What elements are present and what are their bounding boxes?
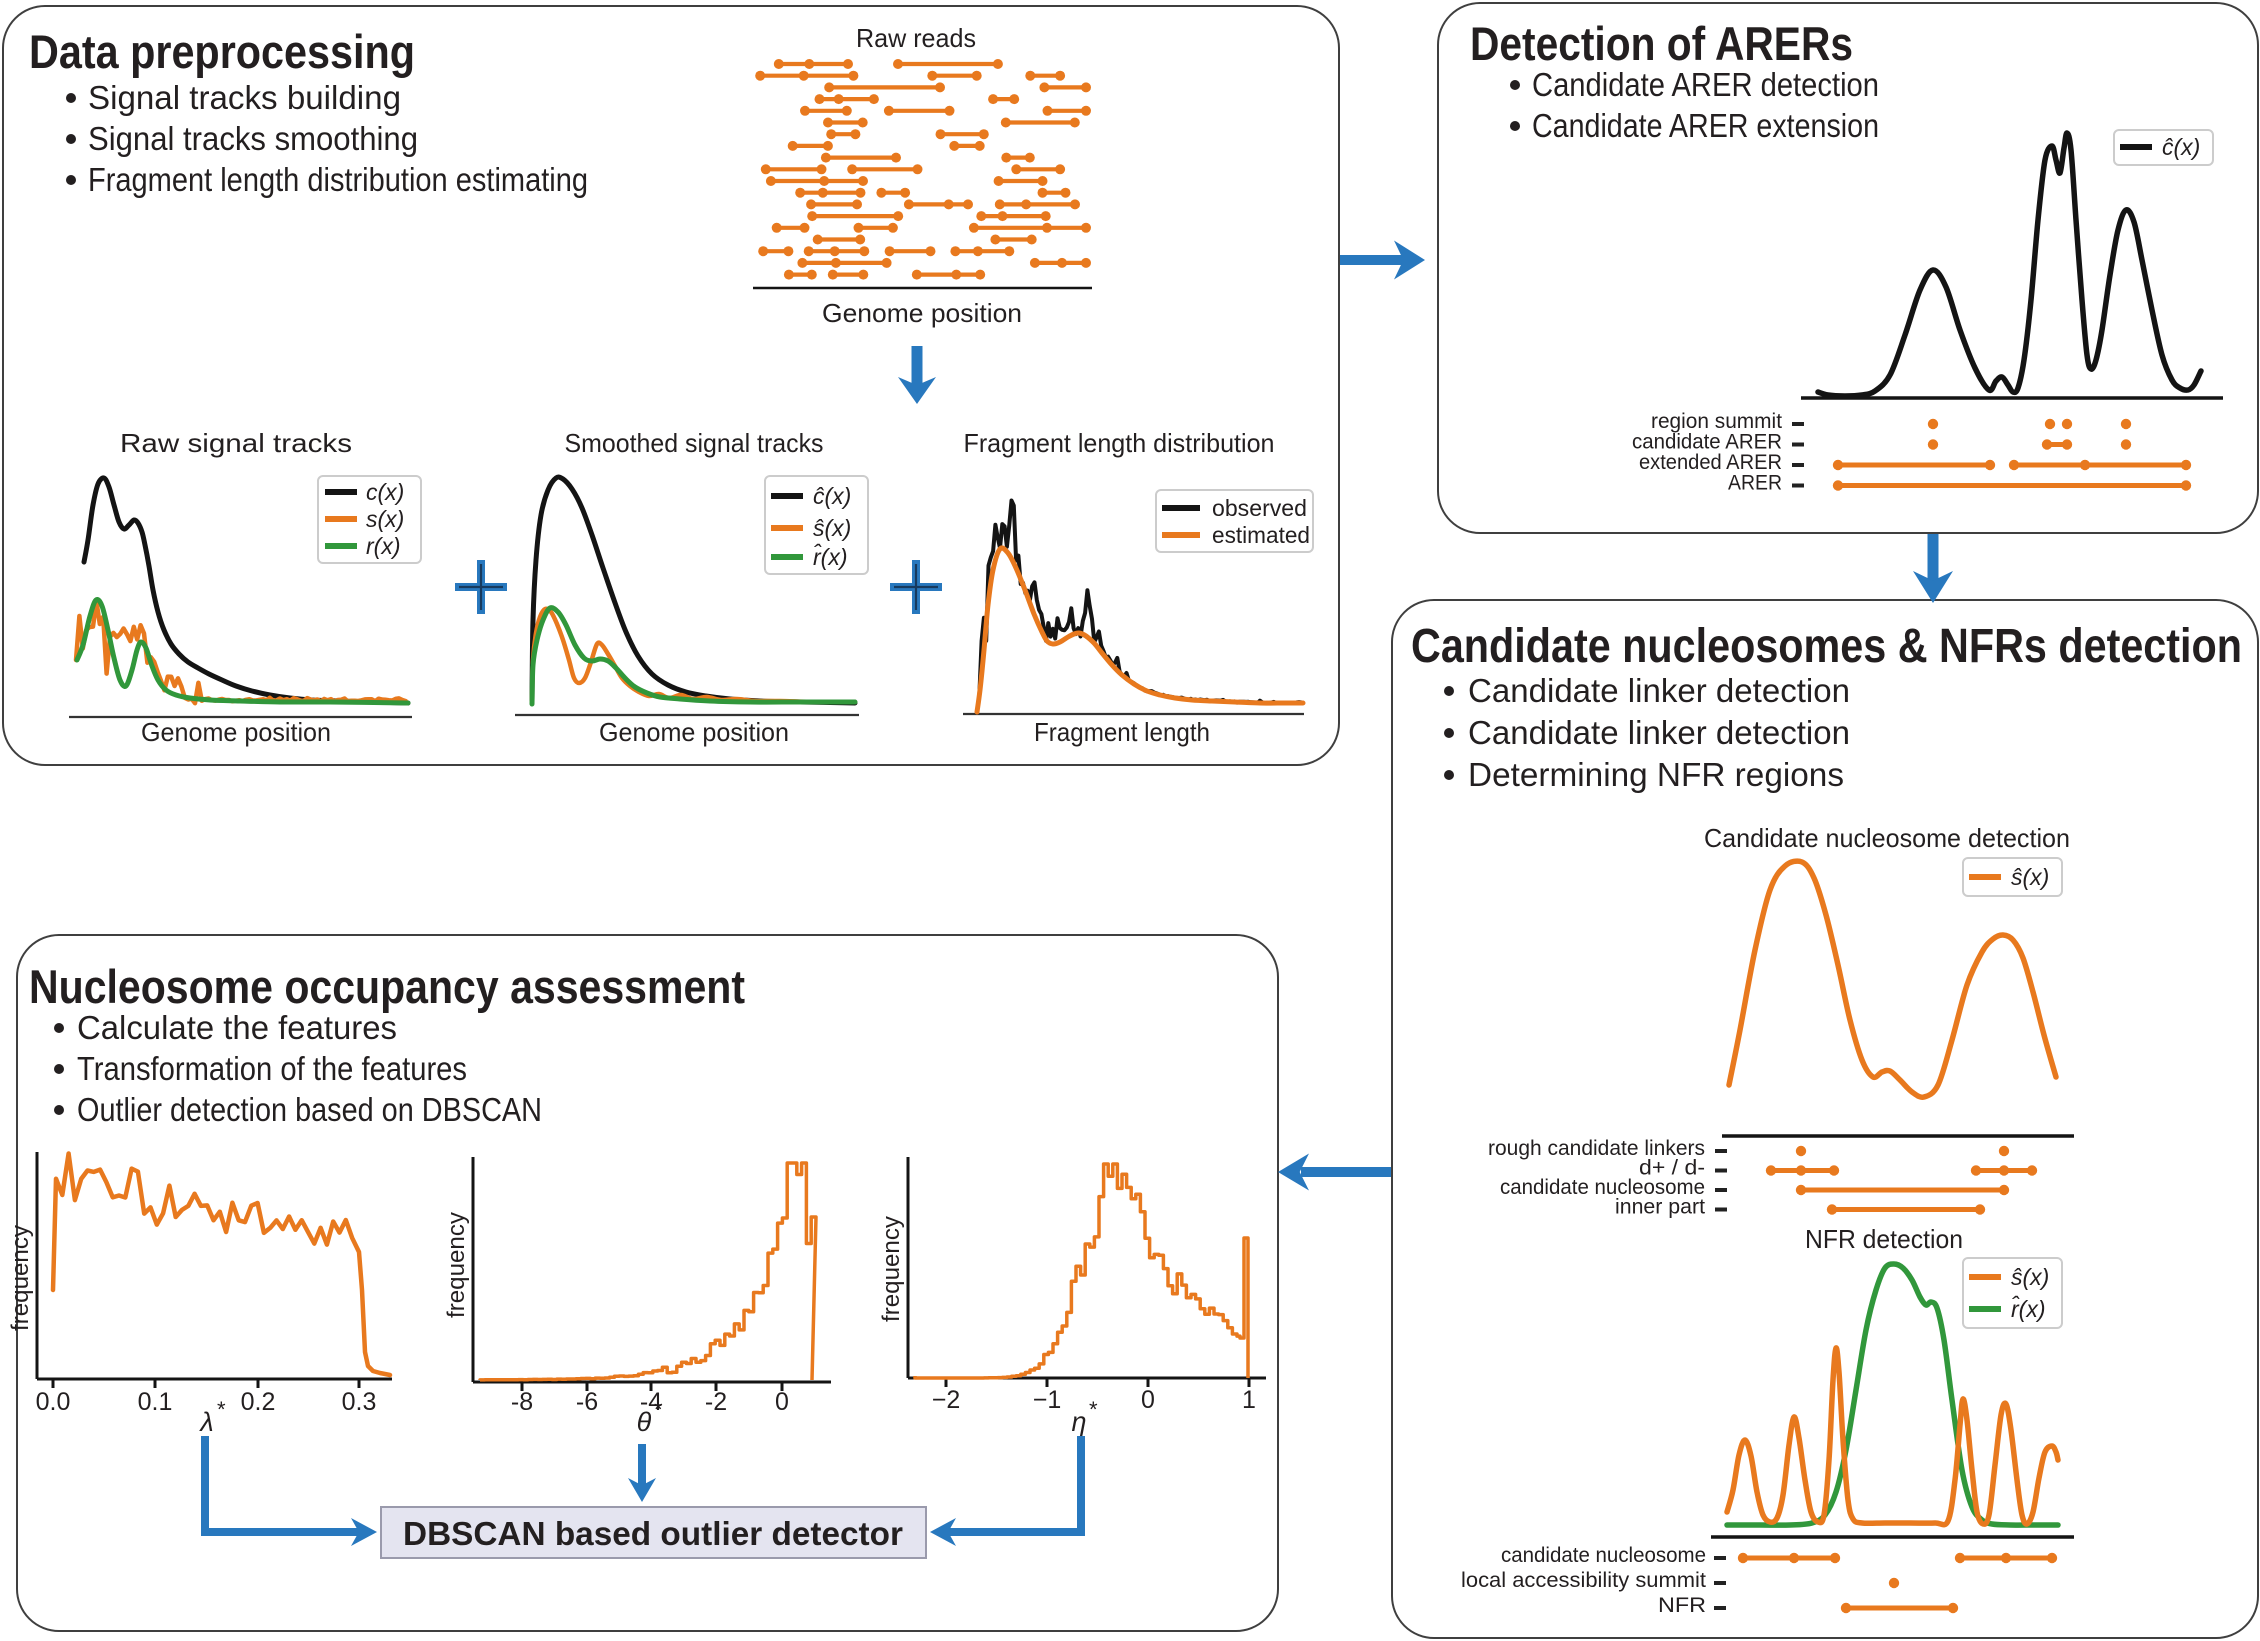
svg-text:Calculate the features: Calculate the features	[77, 1009, 397, 1046]
svg-text:0.1: 0.1	[138, 1388, 173, 1416]
svg-text:r̂(x): r̂(x)	[2011, 1295, 2045, 1322]
svg-text:Fragment length distribution e: Fragment length distribution estimating	[88, 161, 588, 198]
svg-text:Signal tracks building: Signal tracks building	[88, 79, 401, 116]
svg-text:ARER: ARER	[1728, 472, 1782, 495]
svg-text:Genome position: Genome position	[141, 717, 331, 747]
svg-text:ŝ(x): ŝ(x)	[2011, 1264, 2049, 1290]
svg-text:-4: -4	[640, 1388, 662, 1416]
svg-text:Fragment length distribution: Fragment length distribution	[964, 428, 1275, 458]
svg-text:Candidate nucleosomes & NFRs d: Candidate nucleosomes & NFRs detection	[1411, 620, 2242, 673]
svg-text:ŝ(x): ŝ(x)	[813, 515, 851, 541]
svg-text:frequency: frequency	[7, 1225, 34, 1331]
svg-text:η: η	[1072, 1407, 1087, 1437]
svg-text:−2: −2	[932, 1386, 961, 1414]
svg-text:Candidate linker detection: Candidate linker detection	[1468, 672, 1850, 709]
svg-text:Fragment length: Fragment length	[1034, 717, 1210, 747]
svg-text:λ: λ	[198, 1407, 213, 1437]
svg-text:s(x): s(x)	[366, 506, 404, 532]
svg-text:*: *	[654, 1397, 663, 1422]
svg-text:Data preprocessing: Data preprocessing	[29, 25, 415, 78]
svg-text:Candidate ARER detection: Candidate ARER detection	[1532, 66, 1879, 103]
svg-text:frequency: frequency	[443, 1212, 470, 1318]
svg-text:c(x): c(x)	[366, 479, 404, 505]
svg-text:candidate nucleosome: candidate nucleosome	[1501, 1544, 1706, 1567]
svg-text:local accessibility summit: local accessibility summit	[1461, 1569, 1706, 1592]
svg-text:−1: −1	[1033, 1386, 1062, 1414]
svg-text:0.0: 0.0	[36, 1388, 71, 1416]
svg-text:*: *	[217, 1397, 226, 1422]
svg-text:Signal tracks smoothing: Signal tracks smoothing	[88, 120, 418, 157]
svg-text:Candidate linker detection: Candidate linker detection	[1468, 714, 1850, 751]
svg-text:inner part: inner part	[1615, 1196, 1705, 1219]
svg-text:observed: observed	[1212, 495, 1307, 521]
svg-text:Detection of ARERs: Detection of ARERs	[1470, 17, 1853, 70]
svg-text:Candidate nucleosome detection: Candidate nucleosome detection	[1704, 823, 2070, 853]
svg-text:NFR: NFR	[1658, 1594, 1706, 1617]
svg-text:Smoothed signal tracks: Smoothed signal tracks	[565, 428, 824, 458]
svg-text:Nucleosome occupancy assessmen: Nucleosome occupancy assessment	[29, 960, 745, 1013]
svg-text:NFR detection: NFR detection	[1805, 1224, 1963, 1254]
svg-text:Determining NFR regions: Determining NFR regions	[1468, 756, 1844, 793]
svg-text:Raw signal tracks: Raw signal tracks	[120, 428, 352, 458]
svg-text:Genome position: Genome position	[822, 298, 1022, 328]
svg-text:0: 0	[1141, 1386, 1155, 1414]
svg-text:Genome position: Genome position	[599, 717, 789, 747]
svg-text:d+ / d-: d+ / d-	[1639, 1157, 1705, 1180]
svg-text:*: *	[1089, 1397, 1098, 1422]
svg-text:candidate nucleosome: candidate nucleosome	[1500, 1176, 1705, 1199]
svg-text:ĉ(x): ĉ(x)	[813, 483, 851, 509]
svg-text:Transformation of the features: Transformation of the features	[77, 1050, 467, 1087]
svg-text:Raw reads: Raw reads	[856, 23, 976, 53]
svg-text:Candidate ARER extension: Candidate ARER extension	[1532, 107, 1879, 144]
svg-text:0.3: 0.3	[342, 1388, 377, 1416]
svg-text:DBSCAN based outlier detector: DBSCAN based outlier detector	[403, 1515, 903, 1552]
svg-text:extended ARER: extended ARER	[1639, 451, 1782, 474]
svg-text:-8: -8	[511, 1388, 533, 1416]
svg-text:r(x): r(x)	[366, 533, 400, 559]
svg-text:0: 0	[775, 1388, 789, 1416]
svg-text:rough candidate linkers: rough candidate linkers	[1488, 1137, 1705, 1160]
svg-text:0.2: 0.2	[241, 1388, 276, 1416]
svg-text:-2: -2	[705, 1388, 727, 1416]
svg-text:frequency: frequency	[878, 1216, 905, 1322]
svg-text:ŝ(x): ŝ(x)	[2011, 864, 2049, 890]
svg-text:θ: θ	[637, 1407, 652, 1437]
svg-text:-6: -6	[576, 1388, 598, 1416]
svg-text:region summit: region summit	[1651, 410, 1782, 433]
svg-text:candidate ARER: candidate ARER	[1632, 431, 1782, 454]
svg-text:estimated: estimated	[1212, 522, 1310, 548]
svg-text:r̂(x): r̂(x)	[813, 543, 847, 570]
svg-text:Outlier detection based on DBS: Outlier detection based on DBSCAN	[77, 1091, 542, 1128]
svg-text:ĉ(x): ĉ(x)	[2162, 134, 2200, 160]
svg-text:1: 1	[1242, 1386, 1256, 1414]
